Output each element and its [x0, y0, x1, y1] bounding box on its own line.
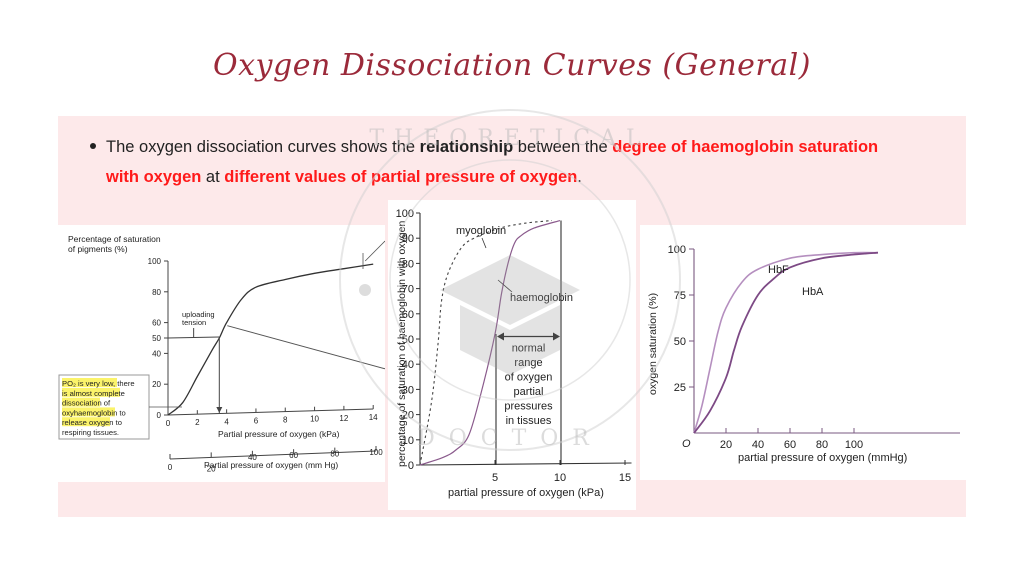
svg-text:80: 80 — [816, 439, 828, 451]
svg-text:PO₂ is very low, there: PO₂ is very low, there — [62, 379, 135, 388]
svg-text:100: 100 — [668, 244, 686, 256]
svg-text:20: 20 — [207, 464, 216, 473]
svg-text:0: 0 — [166, 419, 171, 428]
svg-text:6: 6 — [254, 416, 259, 425]
svg-text:4: 4 — [224, 417, 229, 426]
svg-text:dissociation of: dissociation of — [62, 399, 111, 408]
svg-text:pressures: pressures — [504, 401, 553, 413]
svg-text:uploading: uploading — [182, 310, 215, 319]
svg-text:2: 2 — [195, 418, 200, 427]
bullet-dot-icon — [90, 142, 96, 149]
svg-text:haemoglobin: haemoglobin — [510, 292, 573, 304]
slide-title: Oxygen Dissociation Curves (General) — [213, 48, 811, 83]
svg-text:release oxygen to: release oxygen to — [62, 418, 122, 427]
svg-text:oxyhaemoglobin to: oxyhaemoglobin to — [62, 408, 126, 417]
svg-text:8: 8 — [283, 416, 288, 425]
svg-text:Percentage of saturation: Percentage of saturation — [68, 234, 161, 244]
svg-text:10: 10 — [554, 472, 566, 484]
svg-text:range: range — [514, 357, 542, 369]
svg-text:100: 100 — [845, 439, 863, 451]
svg-text:75: 75 — [674, 290, 686, 302]
svg-text:HbF: HbF — [768, 264, 789, 276]
bullet-point: The oxygen dissociation curves shows the… — [90, 132, 940, 192]
svg-text:25: 25 — [674, 382, 686, 394]
svg-text:40: 40 — [752, 439, 764, 451]
svg-text:100: 100 — [148, 257, 162, 266]
svg-text:O: O — [682, 438, 691, 450]
svg-text:partial pressure of oxygen (mm: partial pressure of oxygen (mmHg) — [738, 452, 907, 464]
svg-text:Partial pressure of oxygen (kP: Partial pressure of oxygen (kPa) — [218, 429, 340, 439]
svg-text:is almost complete: is almost complete — [62, 389, 125, 398]
svg-text:100: 100 — [396, 208, 414, 220]
svg-text:80: 80 — [152, 288, 161, 297]
svg-text:20: 20 — [152, 380, 161, 389]
svg-text:0: 0 — [157, 411, 162, 420]
svg-text:10: 10 — [310, 415, 319, 424]
svg-text:normal: normal — [512, 343, 546, 355]
svg-text:0: 0 — [408, 460, 414, 472]
figure-left-dissociation-curve: Percentage of saturation of pigments (%) 0… — [58, 225, 385, 482]
svg-text:HbA: HbA — [802, 286, 824, 298]
svg-text:80: 80 — [330, 450, 339, 459]
svg-text:oxygen saturation (%): oxygen saturation (%) — [647, 293, 659, 395]
svg-text:myoglobin: myoglobin — [456, 225, 506, 237]
svg-text:14: 14 — [369, 413, 378, 422]
svg-text:60: 60 — [152, 319, 161, 328]
svg-text:100: 100 — [369, 448, 383, 457]
svg-text:of pigments (%): of pigments (%) — [68, 244, 128, 254]
svg-text:in tissues: in tissues — [506, 415, 552, 427]
svg-text:40: 40 — [152, 349, 161, 358]
svg-text:Partial pressure of oxygen (mm: Partial pressure of oxygen (mm Hg) — [204, 460, 338, 470]
svg-text:15: 15 — [619, 472, 631, 484]
svg-text:partial: partial — [514, 386, 544, 398]
svg-text:tension: tension — [182, 318, 206, 327]
svg-text:12: 12 — [339, 414, 348, 423]
svg-text:60: 60 — [784, 439, 796, 451]
svg-text:60: 60 — [289, 451, 298, 460]
svg-text:5: 5 — [492, 472, 498, 484]
svg-text:50: 50 — [674, 336, 686, 348]
svg-text:20: 20 — [720, 439, 732, 451]
svg-text:40: 40 — [248, 453, 257, 462]
svg-text:of oxygen: of oxygen — [505, 372, 553, 384]
svg-text:50: 50 — [152, 334, 161, 343]
svg-text:0: 0 — [168, 463, 173, 472]
svg-text:respiring tissues.: respiring tissues. — [62, 428, 119, 437]
svg-text:partial pressure of oxygen (kP: partial pressure of oxygen (kPa) — [448, 487, 604, 499]
figure-middle-myoglobin-haemoglobin: 0 10 20 30 40 50 60 70 80 90 100 5 10 15 partial press… — [388, 200, 636, 510]
svg-text:percentage of saturation of ha: percentage of saturation of haemoglobin … — [396, 221, 408, 467]
